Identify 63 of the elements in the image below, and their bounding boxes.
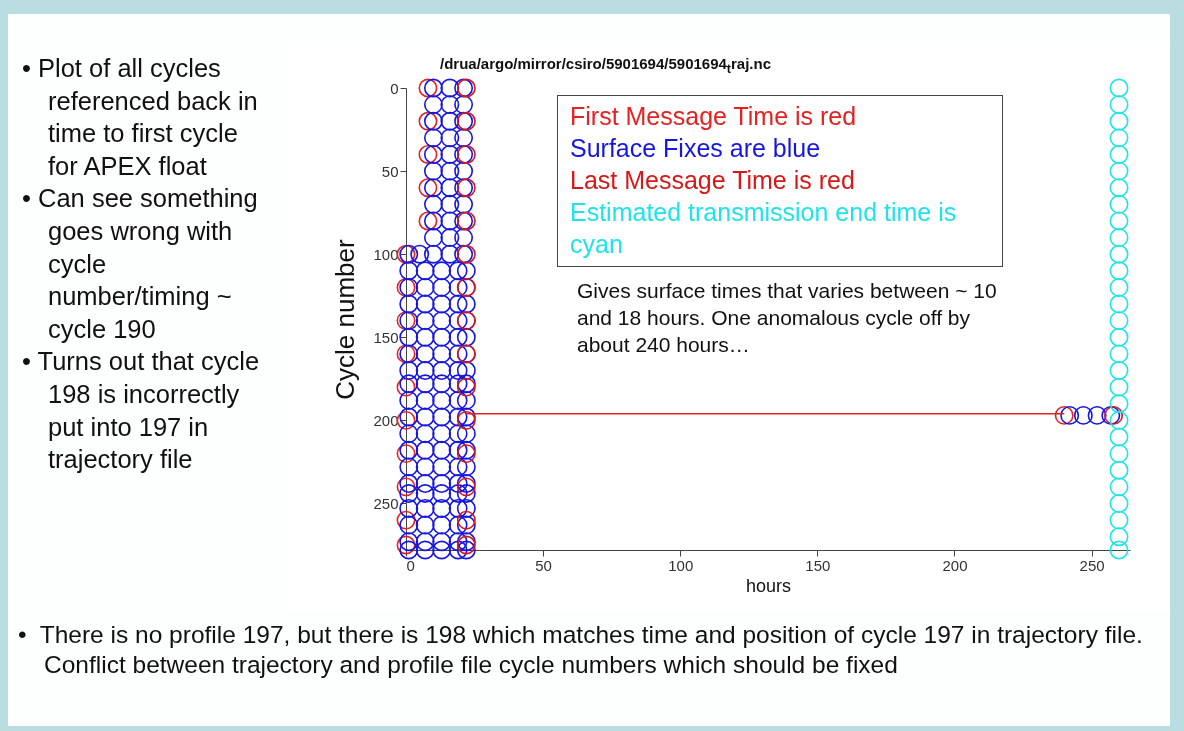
x-tick-label: 0 — [406, 556, 415, 574]
y-tick-label: 250 — [373, 494, 399, 512]
point — [1109, 427, 1129, 447]
point — [1109, 327, 1129, 347]
text: Estimated transmission end time is cyan — [570, 197, 958, 260]
point — [456, 477, 476, 497]
point — [1109, 161, 1129, 181]
y-tick-label: 50 — [381, 162, 399, 180]
point — [1054, 405, 1074, 425]
point — [1109, 261, 1129, 281]
text: First Message Time is red — [570, 101, 858, 132]
point — [418, 78, 438, 98]
point — [1109, 527, 1129, 547]
point — [418, 211, 438, 231]
point — [1109, 410, 1129, 430]
x-tick-label: 50 — [535, 556, 552, 574]
point — [1109, 244, 1129, 264]
x-tick-label: 150 — [805, 556, 831, 574]
point — [1109, 145, 1129, 164]
point — [1109, 311, 1129, 331]
x-tick-label: 100 — [668, 556, 694, 574]
point — [1109, 294, 1129, 314]
y-tick-label: 0 — [390, 79, 399, 97]
point — [1109, 277, 1129, 297]
point — [1109, 95, 1129, 115]
point — [1109, 377, 1129, 397]
point — [1109, 128, 1129, 148]
point — [418, 178, 438, 198]
point — [1109, 460, 1129, 480]
text: • Plot of all cycles referenced back in time to first cycle for APEX float — [22, 53, 259, 182]
point — [1109, 361, 1129, 380]
point — [456, 444, 476, 464]
point — [1109, 444, 1129, 464]
point — [1109, 111, 1129, 131]
chart-title: /drua/argo/mirror/csiro/5901694/5901694$_{t}$raj.nc — [440, 55, 772, 76]
point — [1109, 540, 1129, 560]
point — [396, 510, 416, 530]
point — [1109, 78, 1129, 98]
point — [1109, 194, 1129, 214]
point — [418, 145, 438, 164]
text: • Turns out that cycle 198 is incorrectly put into 197 in trajectory file — [22, 346, 261, 476]
x-tick-label: 200 — [942, 556, 968, 574]
text: Surface Fixes are blue — [570, 133, 822, 164]
annotation: Gives surface times that varies between ~ 10 and 18 hours. One anomalous cycle off by about 240 hours… — [577, 278, 998, 358]
point — [1109, 494, 1129, 513]
point — [1109, 178, 1129, 198]
point — [1109, 477, 1129, 497]
point — [418, 111, 438, 131]
y-axis-title: Cycle number — [330, 238, 361, 400]
point — [396, 477, 416, 497]
y-tick-label: 150 — [373, 328, 399, 346]
point — [1109, 211, 1129, 231]
text: • Can see something goes wrong with cycle number/timing ~ cycle 190 — [22, 183, 259, 345]
point — [1109, 394, 1129, 414]
point — [396, 444, 416, 464]
text: • There is no profile 197, but there is 198 which matches time and position of cycle 197 in trajectory file. Conflict between trajectory and profile file cycle numbers which should be fixed — [18, 620, 1144, 680]
x-tick-label: 250 — [1079, 556, 1105, 574]
text: Last Message Time is red — [570, 165, 856, 196]
point — [456, 510, 476, 530]
point — [1109, 228, 1129, 248]
point — [1109, 344, 1129, 364]
point — [1109, 510, 1129, 530]
x-axis-title: hours — [745, 575, 792, 596]
